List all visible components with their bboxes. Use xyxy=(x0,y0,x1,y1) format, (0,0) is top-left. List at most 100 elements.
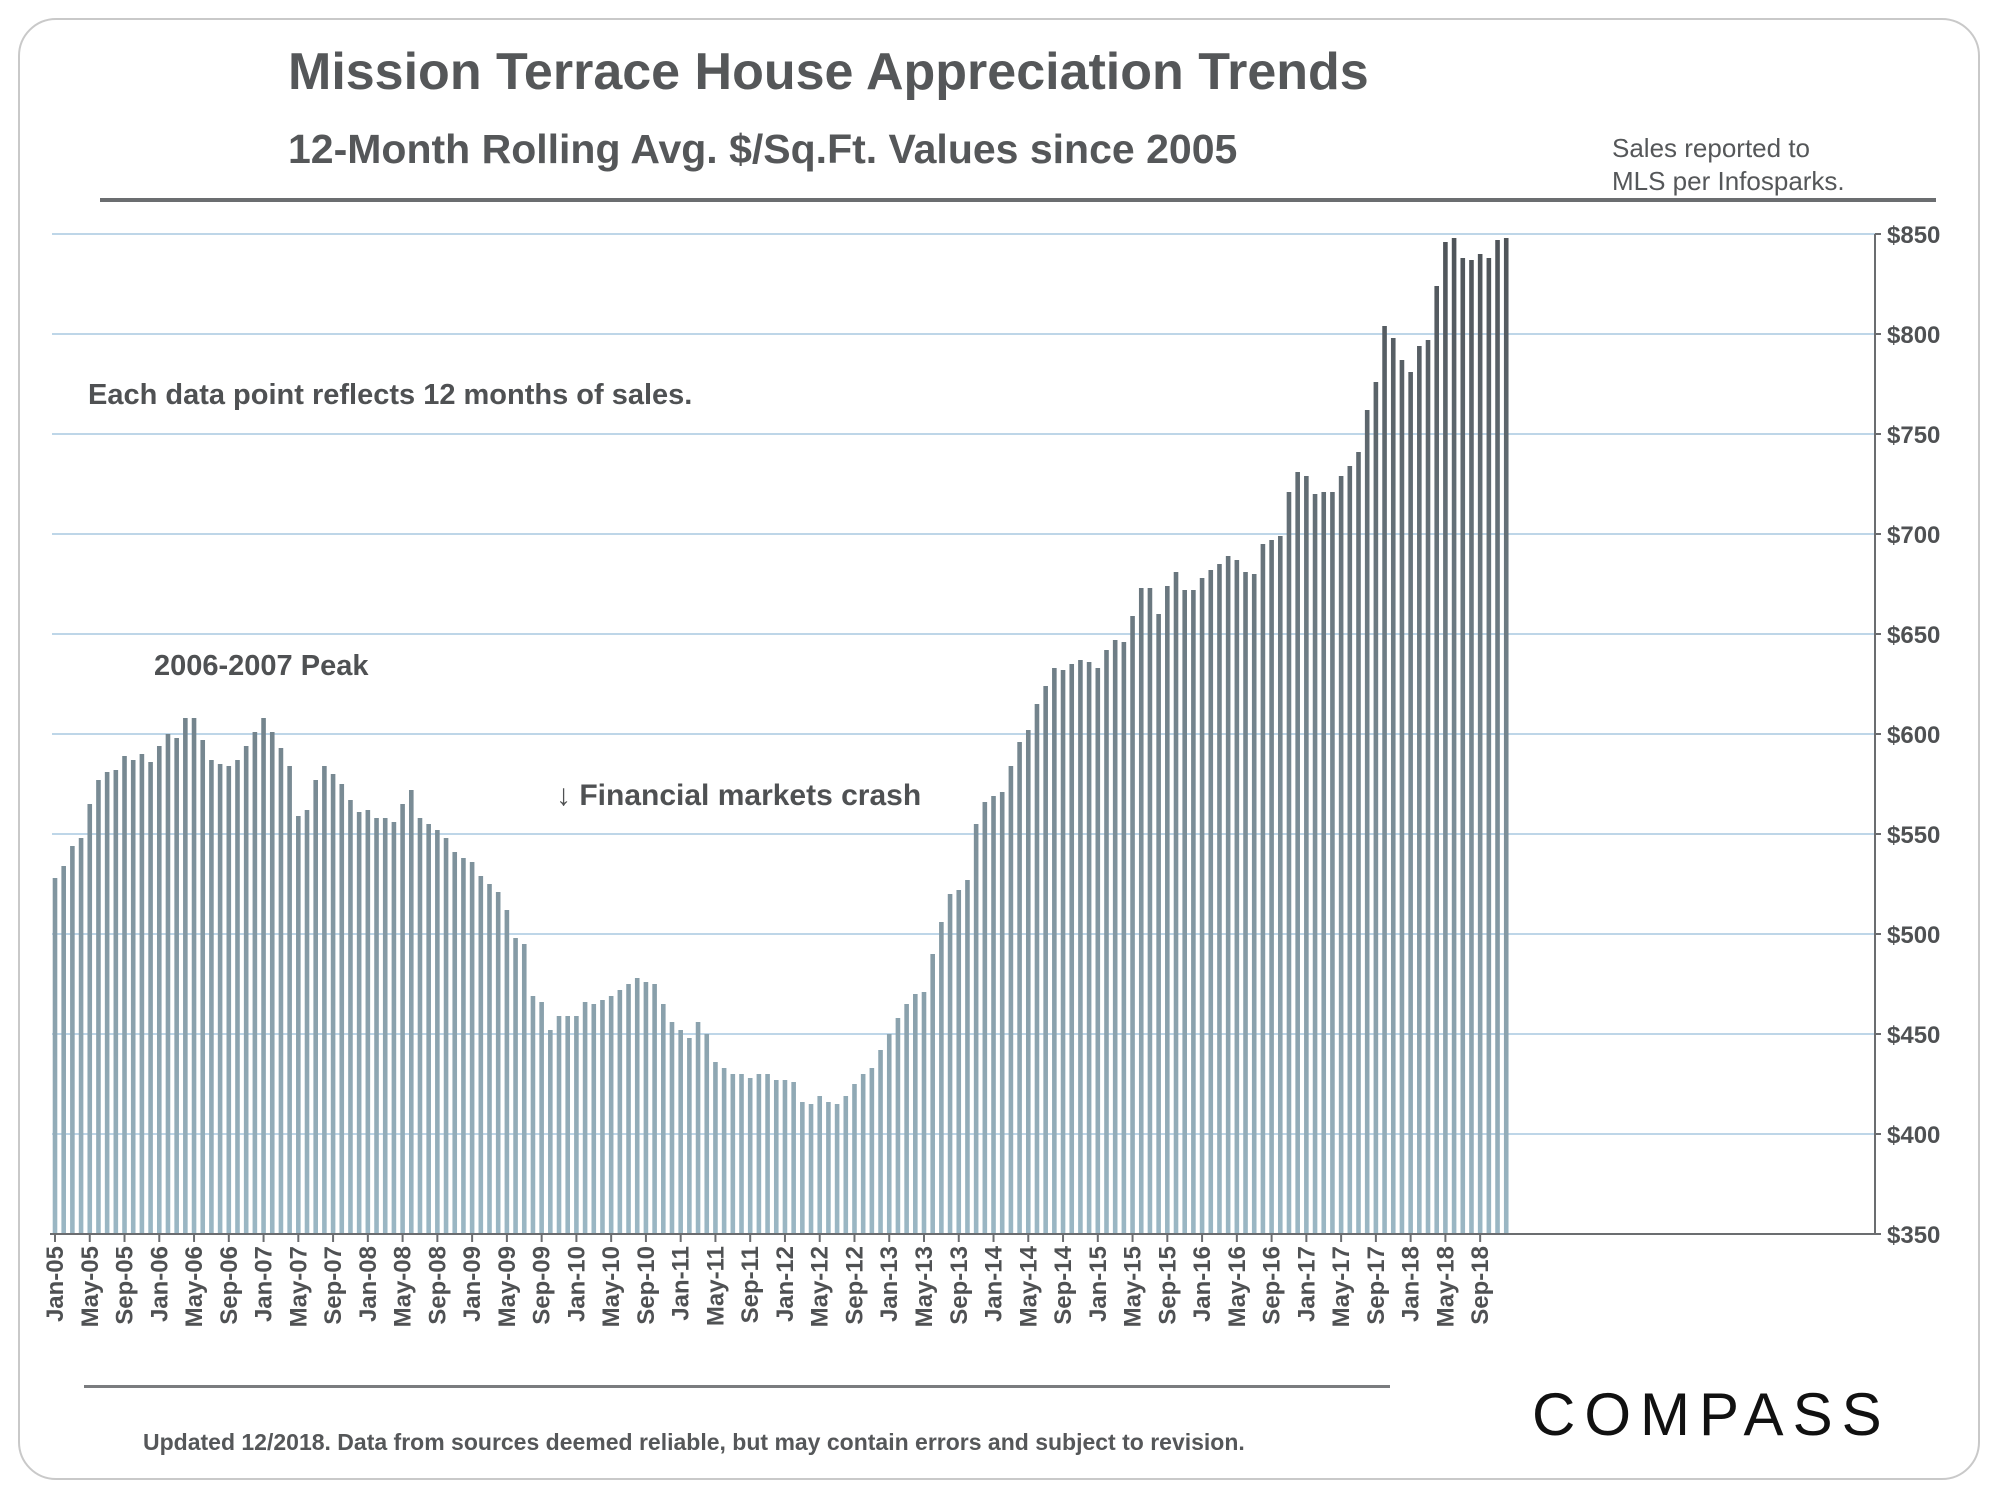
bar xyxy=(904,1004,909,1234)
bar xyxy=(739,1074,744,1234)
bar xyxy=(1251,574,1257,1234)
bar xyxy=(252,732,258,1234)
bar xyxy=(374,818,379,1234)
bar xyxy=(139,754,145,1234)
bar xyxy=(704,1034,710,1234)
bar xyxy=(1112,640,1118,1234)
bar xyxy=(852,1084,857,1234)
bar xyxy=(226,766,232,1234)
bar xyxy=(1156,614,1161,1234)
bar xyxy=(791,1082,796,1234)
bar xyxy=(1312,494,1318,1234)
bar xyxy=(513,938,518,1234)
bar xyxy=(1434,286,1440,1234)
bar xyxy=(183,718,188,1234)
x-tick-label: May-12 xyxy=(807,1246,834,1327)
bar xyxy=(617,990,623,1234)
annotation-crash: ↓ Financial markets crash xyxy=(556,779,921,812)
bar xyxy=(1043,686,1048,1234)
bar xyxy=(209,760,214,1234)
bar xyxy=(634,978,640,1234)
bar xyxy=(504,910,510,1234)
bar xyxy=(70,846,75,1234)
bar xyxy=(452,852,458,1234)
y-tick-labels: $350 $400 $450 $500 $550 $600 $650 $700 $750 $800… xyxy=(1887,222,1940,1249)
x-tick-label: May-06 xyxy=(181,1246,208,1327)
bar xyxy=(1277,536,1283,1234)
bar xyxy=(417,818,423,1234)
x-tick-label: Jan-17 xyxy=(1293,1246,1320,1322)
bar xyxy=(1217,564,1222,1234)
bar xyxy=(687,1038,692,1234)
bar xyxy=(130,760,136,1234)
bar xyxy=(1347,466,1353,1234)
x-tick-label: Sep-16 xyxy=(1259,1246,1286,1325)
bar xyxy=(800,1102,805,1234)
bar xyxy=(435,830,440,1234)
bar xyxy=(756,1074,762,1234)
bar xyxy=(591,1004,597,1234)
bar xyxy=(1417,346,1422,1234)
bar xyxy=(235,760,240,1234)
bar xyxy=(913,994,918,1234)
x-tick-label: Sep-15 xyxy=(1154,1246,1181,1325)
bar xyxy=(1260,544,1266,1234)
bar xyxy=(391,822,397,1234)
bar xyxy=(148,762,153,1234)
chart-card xyxy=(18,18,1980,1480)
chart-title: Mission Terrace House Appreciation Trend… xyxy=(288,43,1369,101)
bar xyxy=(348,800,353,1234)
bar xyxy=(1147,588,1153,1234)
bar xyxy=(626,984,631,1234)
x-tick-label: May-07 xyxy=(285,1246,312,1327)
bar xyxy=(1165,586,1170,1234)
bar xyxy=(582,1002,588,1234)
bar xyxy=(165,734,171,1234)
footer-disclaimer: Updated 12/2018. Data from sources deeme… xyxy=(143,1429,1245,1455)
bar xyxy=(808,1104,814,1234)
annotation-peak: 2006-2007 Peak xyxy=(154,650,369,682)
bar xyxy=(826,1102,831,1234)
bars xyxy=(52,238,1509,1234)
bar xyxy=(1225,556,1231,1234)
x-tick-label: May-13 xyxy=(911,1246,938,1327)
y-tick-label: $800 xyxy=(1887,322,1940,349)
x-tick-label: Sep-11 xyxy=(737,1246,764,1323)
footer-divider xyxy=(84,1385,1390,1388)
bar xyxy=(296,816,301,1234)
bar xyxy=(1095,668,1101,1234)
bar xyxy=(339,784,345,1234)
bar xyxy=(487,884,492,1234)
x-tick-label: May-16 xyxy=(1224,1246,1251,1327)
bar xyxy=(1199,578,1205,1234)
bar xyxy=(878,1050,883,1234)
bar xyxy=(461,858,466,1234)
bar xyxy=(817,1096,823,1234)
bar xyxy=(956,890,962,1234)
bar xyxy=(608,996,614,1234)
bar xyxy=(304,810,310,1234)
bar xyxy=(782,1080,788,1234)
y-tick-label: $700 xyxy=(1887,522,1940,549)
bar xyxy=(1182,590,1187,1234)
bar xyxy=(1486,258,1492,1234)
bar xyxy=(1173,572,1179,1234)
bar xyxy=(1017,742,1022,1234)
bar xyxy=(947,894,953,1234)
bar xyxy=(478,876,484,1234)
bar xyxy=(1130,616,1135,1234)
x-tick-label: Jan-13 xyxy=(876,1246,903,1322)
x-tick-label: Sep-09 xyxy=(529,1246,556,1325)
bar xyxy=(1025,730,1031,1234)
bar xyxy=(1373,382,1379,1234)
bar xyxy=(356,812,362,1234)
bar xyxy=(365,810,371,1234)
bar xyxy=(747,1078,753,1234)
x-tick-label: May-14 xyxy=(1015,1245,1042,1327)
bar xyxy=(156,746,162,1234)
bar xyxy=(443,838,449,1234)
bar xyxy=(669,1022,675,1234)
y-tick-label: $400 xyxy=(1887,1122,1940,1149)
bar xyxy=(1356,452,1361,1234)
bar xyxy=(1338,476,1344,1234)
